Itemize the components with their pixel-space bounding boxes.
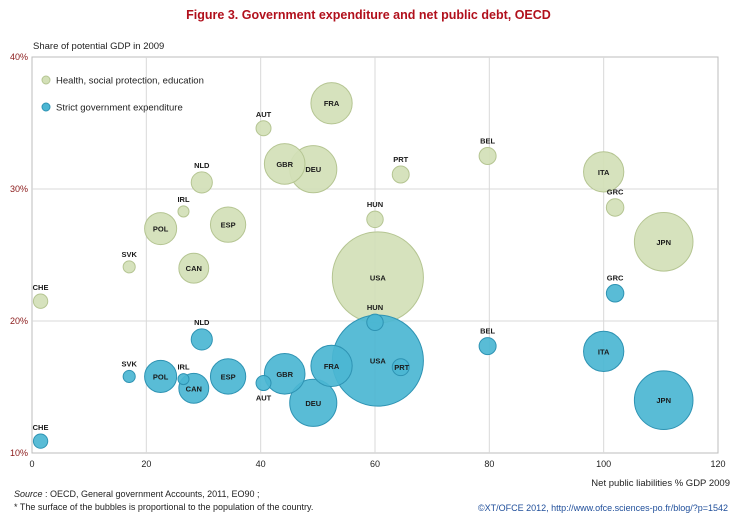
bubble-label: ITA: [598, 347, 610, 356]
bubble-strict-jpn: [633, 370, 694, 431]
bubble-label: POL: [153, 225, 169, 234]
bubble-label: AUT: [256, 394, 272, 403]
bubble-label: DEU: [305, 399, 321, 408]
bubble-label: SVK: [121, 250, 137, 259]
source-label: Source: [14, 489, 43, 499]
bubble-strict-deu: [289, 378, 338, 427]
bubble-strict-pol: [144, 359, 178, 393]
bubble-strict-hun: [366, 313, 384, 332]
bubble-health-prt: [391, 165, 410, 184]
bubble-label: AUT: [256, 110, 272, 119]
legend-marker: [41, 102, 51, 112]
x-tick-label: 20: [141, 459, 151, 469]
x-tick-label: 80: [484, 459, 494, 469]
bubble-label: NLD: [194, 161, 210, 170]
bubble-health-pol: [144, 212, 178, 246]
bubble-health-ita: [583, 151, 625, 193]
x-tick-label: 120: [710, 459, 725, 469]
bubble-label: PRT: [394, 363, 409, 372]
x-tick-label: 40: [256, 459, 266, 469]
y-tick-label: 40%: [10, 52, 28, 62]
bubble-label: GBR: [276, 370, 293, 379]
bubble-label: NLD: [194, 318, 210, 327]
bubble-strict-che: [32, 433, 49, 449]
bubble-label: HUN: [367, 303, 383, 312]
chart-title: Figure 3. Government expenditure and net…: [186, 8, 551, 22]
bubble-label: CHE: [33, 423, 49, 432]
bubble-strict-ita: [583, 330, 625, 372]
bubble-label: BEL: [480, 136, 495, 145]
credit-link[interactable]: ©XT/OFCE 2012, http://www.ofce.sciences-…: [477, 503, 728, 513]
bubble-health-bel: [478, 146, 497, 166]
bubble-label: POL: [153, 372, 169, 381]
bubble-strict-gbr: [263, 352, 306, 395]
bubble-label: FRA: [324, 99, 340, 108]
bubble-strict-nld: [190, 328, 213, 351]
bubble-strict-fra: [310, 344, 353, 388]
bubble-health-svk: [122, 260, 136, 274]
bubble-label: GBR: [276, 160, 293, 169]
bubble-health-fra: [310, 82, 353, 125]
legend-marker: [41, 75, 51, 85]
bubble-label: FRA: [324, 362, 340, 371]
y-tick-label: 20%: [10, 316, 28, 326]
bubble-health-nld: [190, 171, 213, 194]
footnote: * The surface of the bubbles is proporti…: [14, 502, 314, 512]
bubble-label: USA: [370, 273, 386, 282]
bubble-label: ITA: [598, 168, 610, 177]
bubble-label: JPN: [656, 238, 671, 247]
source-note: Source : OECD, General government Accoun…: [14, 489, 259, 499]
bubble-strict-prt: [391, 358, 410, 377]
bubble-health-grc: [605, 198, 625, 217]
bubble-label: HUN: [367, 200, 383, 209]
bubble-label: SVK: [121, 359, 137, 368]
bubble-health-hun: [366, 210, 384, 229]
source-text: : OECD, General government Accounts, 201…: [42, 489, 260, 499]
x-tick-label: 100: [596, 459, 611, 469]
bubble-health-irl: [177, 205, 190, 218]
bubble-strict-aut: [255, 375, 272, 392]
bubble-health-che: [32, 293, 49, 309]
bubble-strict-grc: [605, 284, 625, 303]
bubble-label: GRC: [607, 188, 624, 197]
legend-label: Strict government expenditure: [56, 103, 183, 114]
bubble-label: PRT: [393, 155, 408, 164]
bubble-health-esp: [209, 206, 247, 243]
bubble-label: ESP: [221, 221, 236, 230]
bubble-strict-irl: [177, 373, 190, 386]
bubble-label: USA: [370, 357, 386, 366]
y-tick-label: 30%: [10, 184, 28, 194]
bubble-health-can: [178, 252, 210, 284]
x-tick-label: 60: [370, 459, 380, 469]
bubble-health-aut: [255, 120, 272, 137]
bubble-strict-esp: [209, 358, 247, 395]
x-axis-label: Net public liabilities % GDP 2009: [591, 478, 730, 489]
bubble-label: IRL: [177, 363, 190, 372]
legend-label: Health, social protection, education: [56, 76, 204, 87]
bubble-health-gbr: [263, 143, 306, 185]
bubble-label: GRC: [607, 274, 624, 283]
bubble-health-jpn: [633, 211, 694, 272]
bubble-label: JPN: [656, 396, 671, 405]
bubble-label: CAN: [186, 384, 202, 393]
bubble-label: IRL: [177, 195, 190, 204]
bubble-label: ESP: [221, 372, 236, 381]
bubble-strict-bel: [478, 337, 497, 356]
bubble-label: BEL: [480, 327, 495, 336]
bubble-label: DEU: [305, 165, 321, 174]
x-tick-label: 0: [29, 459, 34, 469]
y-axis-label: Share of potential GDP in 2009: [33, 41, 165, 52]
bubble-label: CAN: [186, 264, 202, 273]
bubble-label: CHE: [33, 283, 49, 292]
bubble-strict-svk: [122, 369, 136, 383]
y-tick-label: 10%: [10, 448, 28, 458]
